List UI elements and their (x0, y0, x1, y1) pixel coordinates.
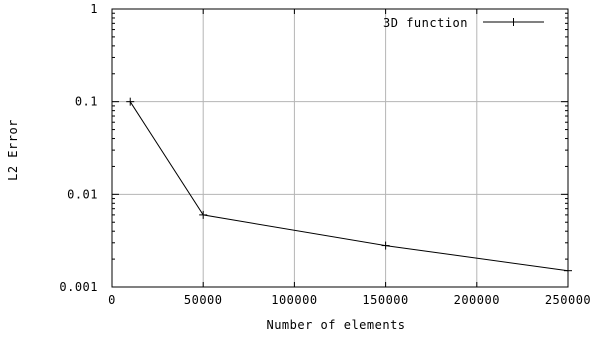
series-line (129, 101, 569, 272)
legend-label: 3D function (383, 16, 468, 30)
x-tick-label: 150000 (362, 293, 408, 307)
axes-layer (111, 8, 569, 288)
x-tick-label: 50000 (184, 293, 223, 307)
x-tick-label: 100000 (271, 293, 317, 307)
data-point (126, 97, 135, 106)
grid-layer (112, 9, 568, 287)
y-tick-label: 0.001 (59, 280, 98, 294)
data-point (564, 266, 572, 275)
x-axis-label: Number of elements (266, 318, 405, 332)
plot-frame (111, 8, 569, 288)
y-tick-label: 1 (90, 2, 98, 16)
legend: 3D function (383, 16, 544, 30)
x-tick-label: 250000 (545, 293, 591, 307)
ticks-layer: 0 50000 100000 150000 200000 250000 0.001 0.01 0… (59, 2, 591, 307)
data-point (381, 241, 390, 250)
x-tick-label: 0 (108, 293, 116, 307)
y-axis-label: L2 Error (6, 119, 20, 181)
y-tick-label: 0.01 (67, 187, 98, 201)
series-layer (126, 97, 572, 275)
data-point (199, 210, 208, 219)
y-tick-label: 0.1 (75, 95, 98, 109)
x-tick-label: 200000 (454, 293, 500, 307)
